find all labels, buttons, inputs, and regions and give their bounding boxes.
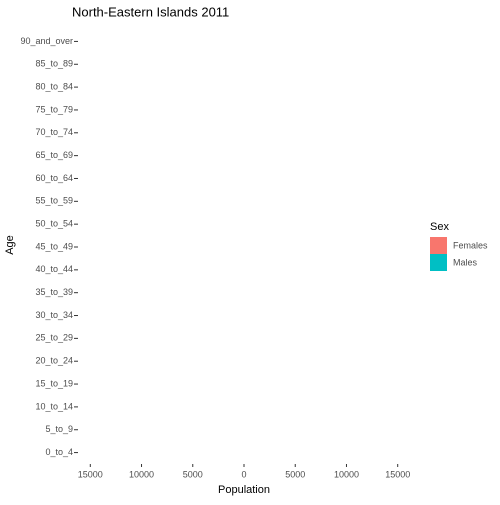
y-tick-label: 25_to_29 — [35, 333, 73, 343]
y-tick-label: 80_to_84 — [35, 81, 73, 91]
y-tick-label: 60_to_64 — [35, 173, 73, 183]
y-tick-label: 0_to_4 — [45, 447, 73, 457]
x-tick-label: 5000 — [183, 469, 203, 479]
y-tick-label: 15_to_19 — [35, 378, 73, 388]
y-axis-title: Age — [4, 235, 16, 255]
y-tick-label: 30_to_34 — [35, 310, 73, 320]
x-tick-label: 10000 — [129, 469, 154, 479]
y-tick-label: 50_to_54 — [35, 219, 73, 229]
y-tick-label: 35_to_39 — [35, 287, 73, 297]
x-tick-label: 10000 — [334, 469, 359, 479]
legend-swatch — [430, 254, 447, 271]
x-tick-label: 5000 — [285, 469, 305, 479]
y-tick-label: 90_and_over — [20, 36, 73, 46]
y-tick-label: 45_to_49 — [35, 241, 73, 251]
x-tick-label: 0 — [241, 469, 246, 479]
x-tick-label: 15000 — [78, 469, 103, 479]
legend-swatch — [430, 237, 447, 254]
legend-label: Males — [453, 257, 478, 267]
legend-label: Females — [453, 240, 488, 250]
x-tick-label: 15000 — [385, 469, 410, 479]
y-tick-label: 75_to_79 — [35, 104, 73, 114]
y-tick-label: 40_to_44 — [35, 264, 73, 274]
y-tick-label: 55_to_59 — [35, 196, 73, 206]
y-tick-label: 85_to_89 — [35, 59, 73, 69]
y-tick-label: 5_to_9 — [45, 424, 73, 434]
y-tick-label: 10_to_14 — [35, 401, 73, 411]
y-tick-label: 20_to_24 — [35, 356, 73, 366]
x-axis-title: Population — [218, 484, 270, 496]
legend-title: Sex — [430, 221, 449, 233]
y-tick-label: 70_to_74 — [35, 127, 73, 137]
y-tick-label: 65_to_69 — [35, 150, 73, 160]
chart-title: North-Eastern Islands 2011 — [72, 4, 229, 19]
